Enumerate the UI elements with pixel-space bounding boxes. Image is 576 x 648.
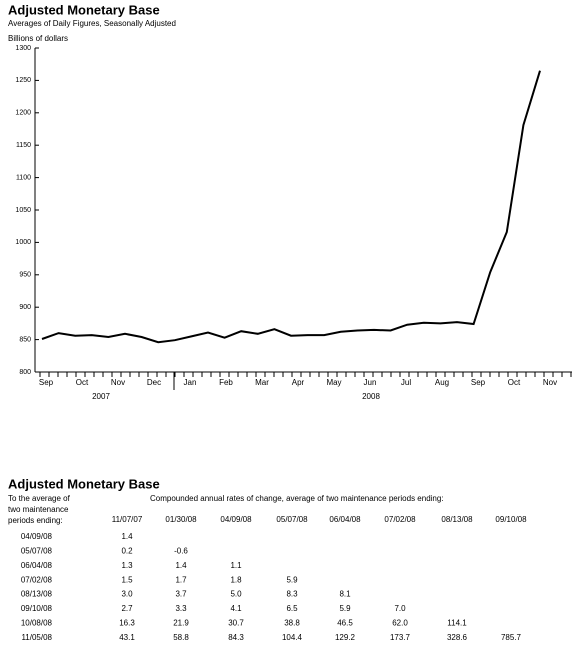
x-tick-label: Sep (39, 378, 54, 387)
table-cell: 84.3 (228, 633, 244, 642)
x-tick-label: Sep (471, 378, 486, 387)
table-cell: 129.2 (335, 633, 356, 642)
row-label: 04/09/08 (21, 532, 53, 541)
x-tick-label: Jul (401, 378, 411, 387)
table-cell: 3.7 (175, 590, 187, 599)
table-cell: 1.4 (121, 532, 133, 541)
x-tick-label: Oct (508, 378, 521, 387)
row-label: 08/13/08 (21, 590, 53, 599)
table-title: Adjusted Monetary Base (8, 476, 160, 491)
table-cell: 38.8 (284, 619, 300, 628)
row-label: 05/07/08 (21, 547, 53, 556)
x-tick-label: Oct (76, 378, 89, 387)
y-tick-label: 1300 (15, 45, 31, 52)
x-tick-label: Mar (255, 378, 269, 387)
table-cell: 46.5 (337, 619, 353, 628)
table-cell: 58.8 (173, 633, 189, 642)
y-tick-label: 900 (19, 304, 31, 311)
year-label: 2007 (92, 392, 110, 401)
x-tick-label: Jun (364, 378, 377, 387)
y-tick-label: 950 (19, 272, 31, 279)
table-cell: 4.1 (230, 604, 242, 613)
column-header: 07/02/08 (384, 515, 416, 524)
table-cell: -0.6 (174, 547, 188, 556)
table-cell: 21.9 (173, 619, 189, 628)
table-cell: 2.7 (121, 604, 133, 613)
y-axis-label: Billions of dollars (8, 34, 68, 43)
row-header: To the average of (8, 494, 71, 503)
table-cell: 1.7 (175, 575, 187, 584)
data-line (41, 70, 541, 344)
y-tick-label: 800 (19, 369, 31, 376)
x-tick-label: Dec (147, 378, 161, 387)
chart-subtitle: Averages of Daily Figures, Seasonally Ad… (8, 19, 176, 28)
x-tick-label: May (326, 378, 341, 387)
table-cell: 173.7 (390, 633, 411, 642)
table-cell: 43.1 (119, 633, 135, 642)
table-cell: 785.7 (501, 633, 522, 642)
table-cell: 114.1 (447, 619, 467, 628)
column-header: 01/30/08 (165, 515, 197, 524)
y-tick-label: 1150 (16, 142, 31, 149)
row-label: 09/10/08 (21, 604, 53, 613)
table-cell: 3.3 (175, 604, 187, 613)
table-cell: 8.3 (286, 590, 298, 599)
row-header: two maintenance (8, 505, 69, 514)
row-label: 10/08/08 (21, 619, 53, 628)
y-tick-label: 1100 (16, 174, 31, 181)
x-tick-label: Nov (111, 378, 125, 387)
column-caption: Compounded annual rates of change, avera… (150, 494, 444, 503)
x-tick-label: Feb (219, 378, 233, 387)
table-cell: 1.5 (121, 575, 133, 584)
year-label: 2008 (362, 392, 380, 401)
x-tick-label: Apr (292, 378, 305, 387)
table-cell: 5.9 (339, 604, 351, 613)
row-label: 11/05/08 (21, 633, 52, 642)
column-header: 05/07/08 (276, 515, 308, 524)
row-label: 07/02/08 (21, 575, 53, 584)
column-header: 08/13/08 (441, 515, 473, 524)
table-cell: 328.6 (447, 633, 468, 642)
table-cell: 3.0 (121, 590, 133, 599)
table-cell: 7.0 (394, 604, 406, 613)
y-tick-label: 1200 (15, 110, 31, 117)
column-header: 11/07/07 (112, 515, 143, 524)
table-cell: 5.0 (230, 590, 242, 599)
y-tick-label: 1000 (15, 239, 31, 246)
table-cell: 104.4 (282, 633, 303, 642)
column-header: 06/04/08 (329, 515, 361, 524)
table-cell: 1.3 (121, 561, 133, 570)
x-tick-label: Nov (543, 378, 557, 387)
x-tick-label: Aug (435, 378, 449, 387)
table-cell: 1.4 (175, 561, 187, 570)
row-header: periods ending: (8, 516, 63, 525)
table-cell: 0.2 (121, 547, 133, 556)
table-cell: 30.7 (228, 619, 244, 628)
y-tick-label: 1250 (15, 77, 31, 84)
x-tick-label: Jan (184, 378, 197, 387)
column-header: 09/10/08 (495, 515, 527, 524)
row-label: 06/04/08 (21, 561, 53, 570)
table-cell: 5.9 (286, 575, 298, 584)
table-cell: 8.1 (339, 590, 351, 599)
table-cell: 16.3 (119, 619, 135, 628)
table-cell: 1.8 (230, 575, 242, 584)
chart-title: Adjusted Monetary Base (8, 2, 160, 17)
table-cell: 62.0 (392, 619, 408, 628)
column-header: 04/09/08 (220, 515, 252, 524)
y-tick-label: 1050 (15, 207, 31, 214)
y-tick-label: 850 (19, 336, 31, 343)
table-cell: 6.5 (286, 604, 298, 613)
table-cell: 1.1 (230, 561, 242, 570)
